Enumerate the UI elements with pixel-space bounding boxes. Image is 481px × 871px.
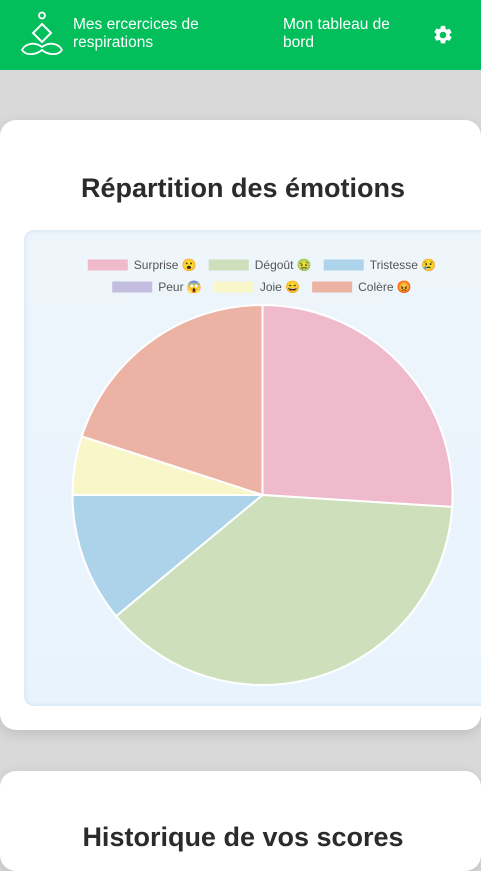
legend-label-3[interactable]: Peur 😱	[158, 280, 202, 294]
meditation-lotus-icon[interactable]	[20, 11, 64, 59]
app-title[interactable]: Mes ercercices de respirations	[73, 16, 199, 51]
legend-label-0[interactable]: Surprise 😮	[134, 258, 197, 272]
pie-slice-1[interactable]	[114, 493, 454, 686]
history-card-title: Historique de vos scores	[82, 822, 404, 852]
gear-icon[interactable]	[432, 24, 454, 46]
pie-slice-2[interactable]	[71, 494, 266, 618]
legend-swatch-4[interactable]	[213, 281, 254, 293]
legend-swatch-0[interactable]	[87, 259, 128, 271]
legend-swatch-3[interactable]	[112, 281, 153, 293]
history-card	[0, 771, 481, 871]
top-header: Mes ercercices de respirations Mon table…	[0, 0, 481, 70]
legend-label-4[interactable]: Joie 😄	[260, 280, 300, 294]
pie-chart-svg: Surprise 😮 Dégoût 🤢 Tristesse 😢 Peur 😱 Joie …	[71, 258, 454, 686]
legend-label-1[interactable]: Dégoût 🤢	[255, 258, 312, 272]
emotions-card-title: Répartition des émotions	[80, 173, 406, 203]
legend-swatch-2[interactable]	[323, 259, 364, 271]
pie-slice-5[interactable]	[80, 303, 264, 497]
pie-slice-0[interactable]	[261, 303, 454, 508]
chart-legend: Surprise 😮 Dégoût 🤢 Tristesse 😢 Peur 😱 Joie …	[87, 258, 437, 294]
legend-label-2[interactable]: Tristesse 😢	[370, 258, 437, 272]
emotions-pie-chart: Surprise 😮 Dégoût 🤢 Tristesse 😢 Peur 😱 Joie …	[24, 230, 481, 706]
legend-swatch-1[interactable]	[208, 259, 249, 271]
dashboard-link[interactable]: Mon tableau de bord	[283, 16, 390, 51]
pie-slices	[71, 303, 454, 686]
legend-label-5[interactable]: Colère 😡	[358, 280, 412, 294]
legend-swatch-5[interactable]	[312, 281, 353, 293]
